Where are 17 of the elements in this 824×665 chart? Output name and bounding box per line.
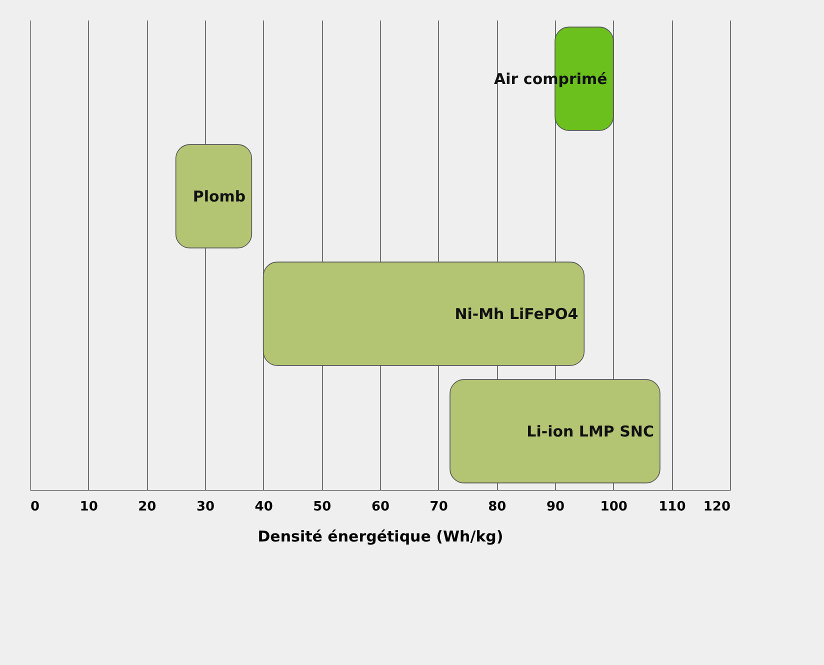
x-tick-label: 70 bbox=[430, 500, 448, 514]
y-tick-label: Ni-Mh LiFePO4 bbox=[454, 304, 578, 323]
x-tick-label: 0 bbox=[30, 500, 40, 514]
x-axis-title: Densité énergétique (Wh/kg) bbox=[258, 528, 504, 546]
x-tick-label: 40 bbox=[254, 500, 273, 514]
x-tick-label: 80 bbox=[488, 500, 506, 514]
x-tick-label: 10 bbox=[80, 500, 98, 514]
x-tick-label: 120 bbox=[703, 500, 730, 514]
x-tick-label: 50 bbox=[313, 500, 332, 514]
y-tick-label: Plomb bbox=[192, 187, 246, 206]
x-tick-label: 30 bbox=[196, 500, 215, 514]
x-tick-label: 90 bbox=[546, 500, 565, 514]
x-tick-label: 100 bbox=[600, 500, 628, 514]
x-tick-label: 60 bbox=[371, 500, 390, 514]
x-tick-label: 20 bbox=[138, 500, 156, 514]
y-tick-label: Li-ion LMP SNC bbox=[526, 422, 654, 440]
x-tick-label: 110 bbox=[658, 500, 686, 514]
